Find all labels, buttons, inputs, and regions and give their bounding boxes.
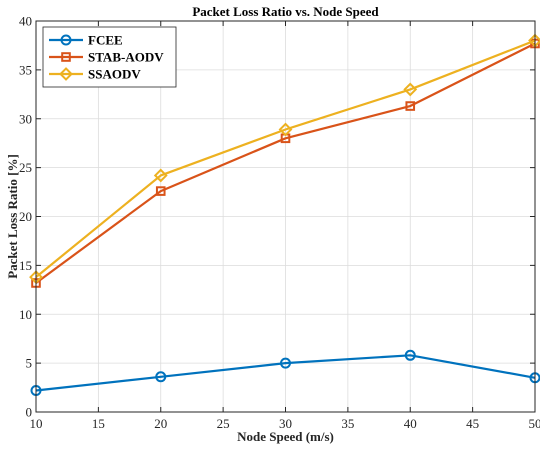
y-tick-label: 10 — [19, 307, 32, 322]
legend-label: FCEE — [88, 33, 123, 48]
legend: FCEE STAB-AODV SSAODV — [43, 27, 176, 87]
y-tick-label: 25 — [19, 160, 32, 175]
x-tick-label: 15 — [92, 416, 105, 431]
y-tick-label: 0 — [26, 405, 33, 420]
y-tick-label: 15 — [19, 258, 32, 273]
y-tick-label: 35 — [19, 62, 32, 77]
x-tick-label: 45 — [466, 416, 479, 431]
x-axis-title: Node Speed (m/s) — [237, 429, 334, 444]
legend-label: SSAODV — [88, 67, 141, 82]
x-tick-label: 25 — [217, 416, 230, 431]
x-tick-label: 40 — [404, 416, 417, 431]
y-tick-label: 30 — [19, 111, 32, 126]
y-tick-label: 40 — [19, 14, 32, 29]
x-tick-label: 50 — [529, 416, 540, 431]
y-tick-label: 5 — [26, 356, 33, 371]
legend-label: STAB-AODV — [88, 50, 164, 65]
y-axis-title: Packet Loss Ratio [%] — [5, 154, 20, 279]
x-tick-label: 35 — [341, 416, 354, 431]
chart-title: Packet Loss Ratio vs. Node Speed — [192, 4, 379, 19]
y-tick-label: 20 — [19, 209, 32, 224]
x-tick-label: 20 — [154, 416, 167, 431]
y-tick-labels: 0 5 10 15 20 25 30 35 40 — [19, 14, 32, 420]
